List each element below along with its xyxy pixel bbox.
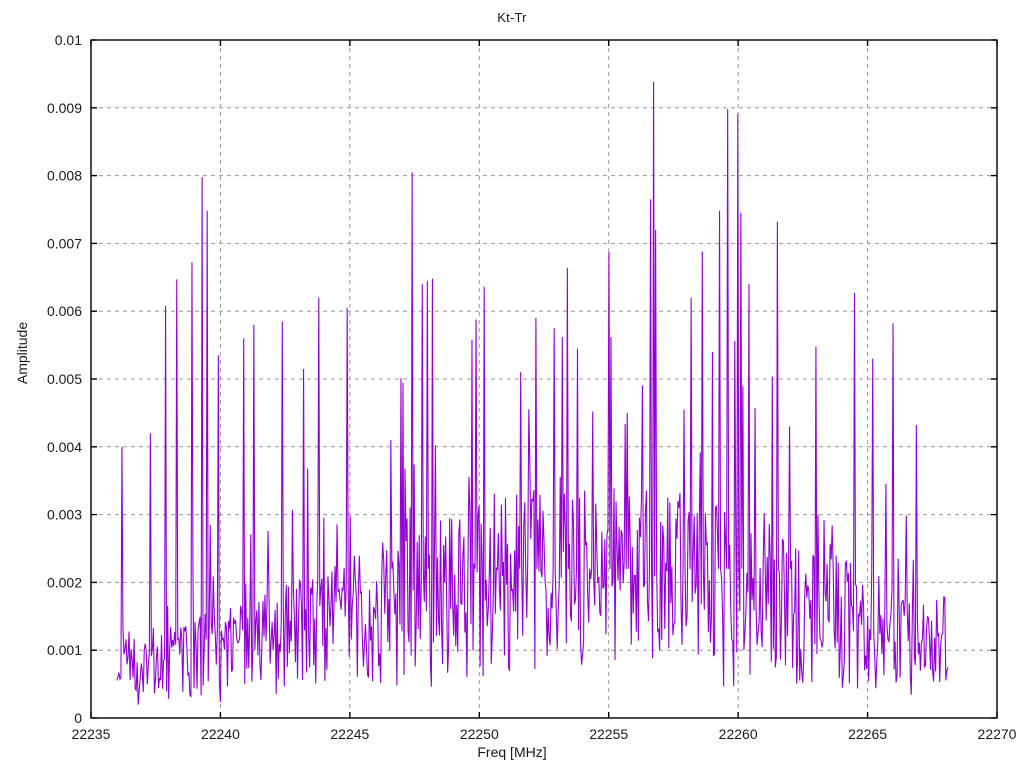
y-tick-label: 0.008 bbox=[47, 168, 82, 184]
y-tick-label: 0.005 bbox=[47, 371, 82, 387]
x-axis-label: Freq [MHz] bbox=[477, 744, 547, 760]
x-tick-labels: 22235 22240 22245 22250 22255 22260 22265 22270 bbox=[72, 726, 1017, 742]
data-series-layer bbox=[116, 82, 949, 705]
x-tick-label: 22250 bbox=[460, 726, 499, 742]
x-tick-label: 22235 bbox=[72, 726, 111, 742]
y-tick-label: 0.006 bbox=[47, 303, 82, 319]
tick-marks bbox=[90, 39, 998, 719]
y-tick-label: 0.01 bbox=[55, 32, 82, 48]
x-tick-label: 22245 bbox=[330, 726, 369, 742]
y-tick-labels: 0 0.001 0.002 0.003 0.004 0.005 0.006 0.007 0.00… bbox=[47, 32, 82, 726]
x-tick-label: 22255 bbox=[589, 726, 628, 742]
y-tick-label: 0.001 bbox=[47, 642, 82, 658]
y-tick-label: 0.003 bbox=[47, 507, 82, 523]
y-tick-label: 0.004 bbox=[47, 439, 82, 455]
chart-title: Kt-Tr bbox=[497, 10, 527, 25]
y-tick-label: 0 bbox=[74, 710, 82, 726]
y-tick-label: 0.009 bbox=[47, 100, 82, 116]
x-tick-label: 22265 bbox=[848, 726, 887, 742]
y-tick-label: 0.002 bbox=[47, 574, 82, 590]
y-axis-label: Amplitude bbox=[14, 321, 30, 385]
x-tick-label: 22260 bbox=[719, 726, 758, 742]
x-tick-label: 22240 bbox=[201, 726, 240, 742]
grid-layer bbox=[91, 40, 997, 718]
x-tick-label: 22270 bbox=[978, 726, 1017, 742]
y-tick-label: 0.007 bbox=[47, 235, 82, 251]
